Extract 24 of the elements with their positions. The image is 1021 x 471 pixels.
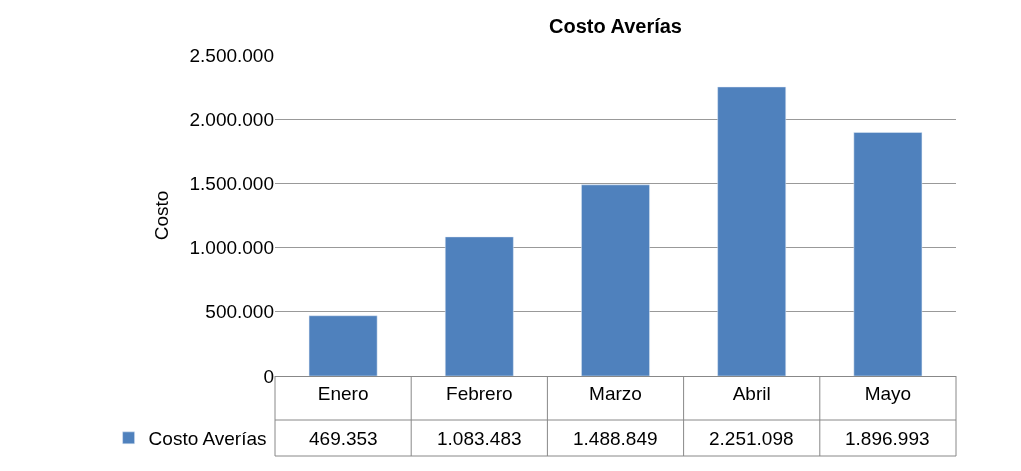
x-tick-label: Enero: [317, 382, 369, 404]
bar: [853, 132, 923, 376]
y-tick-label: 1.500.000: [189, 173, 274, 195]
bar: [308, 315, 378, 376]
chart-title: Costo Averías: [548, 14, 683, 37]
x-tick-label: Febrero: [446, 382, 513, 404]
bar: [581, 184, 650, 376]
y-tick-label: 2.500.000: [189, 44, 274, 66]
data-label: 1.083.483: [437, 428, 522, 449]
y-tick-label: 500.000: [205, 301, 274, 323]
x-tick-label: Mayo: [864, 382, 912, 404]
bar: [717, 86, 786, 376]
data-label: 469.353: [309, 428, 378, 449]
x-tick-label: Marzo: [589, 382, 642, 404]
y-tick-label: 1.000.000: [189, 237, 274, 259]
y-tick-label: 0: [263, 365, 274, 387]
legend-label: Costo Averías: [148, 428, 267, 450]
data-label: 1.488.849: [573, 428, 658, 449]
data-label: 2.251.098: [709, 428, 794, 449]
y-axis-title: Costo: [151, 190, 173, 241]
y-tick-label: 2.000.000: [189, 108, 274, 130]
x-tick-label: Abril: [732, 382, 771, 404]
bar: [445, 236, 514, 376]
data-label: 1.896.993: [845, 428, 930, 449]
